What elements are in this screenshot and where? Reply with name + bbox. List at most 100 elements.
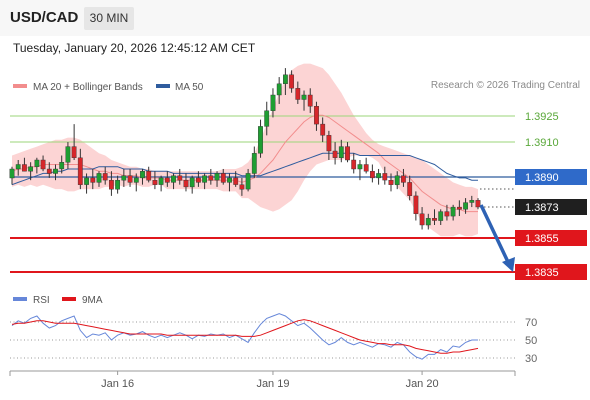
candle [457, 200, 462, 217]
candle [307, 88, 313, 113]
candle-body [450, 206, 456, 217]
chart-timestamp: Tuesday, January 20, 2026 12:45:12 AM CE… [13, 41, 256, 55]
rsi-tick-30: 30 [525, 353, 537, 365]
candle-body [289, 74, 294, 89]
x-axis: Jan 16 Jan 19 Jan 20 [9, 370, 516, 390]
candle-body [195, 177, 201, 183]
timeframe-button[interactable]: 30 MIN [84, 7, 134, 30]
candle-body [115, 179, 121, 190]
candle-body [301, 94, 307, 100]
bollinger-band-area [12, 63, 478, 237]
rsi-ma-legend-swatch [62, 297, 76, 301]
research-credit: Research © 2026 Trading Central [430, 80, 580, 91]
candle [152, 171, 158, 190]
candle-body [208, 175, 214, 181]
candle-body [283, 74, 288, 85]
candle-body [77, 157, 83, 185]
candle-body [140, 170, 145, 179]
candle-body [251, 153, 257, 174]
candle-body [177, 175, 183, 181]
candle-body [171, 175, 176, 183]
candle [22, 157, 27, 172]
candle [239, 177, 245, 196]
candle-body [15, 164, 21, 170]
candle [133, 173, 139, 192]
candle-body [394, 175, 400, 185]
candle [407, 175, 413, 201]
support-label-2: 1.3835 [525, 267, 559, 279]
candle-body [363, 164, 369, 172]
candle [276, 77, 282, 104]
candle-body [407, 182, 413, 196]
bollinger-legend-swatch [13, 84, 27, 88]
candle [438, 209, 444, 225]
candle-body [357, 164, 363, 170]
x-tick-label: Jan 16 [101, 378, 134, 390]
candle [314, 101, 319, 131]
forecast-arrow [479, 204, 515, 272]
currency-pair-title: USD/CAD [10, 9, 79, 26]
candle [227, 173, 232, 192]
candle [363, 157, 369, 174]
candle-body [345, 146, 350, 161]
candle-body [457, 206, 462, 210]
candle-body [90, 177, 96, 183]
candle [108, 171, 114, 196]
ma50-legend-label: MA 50 [175, 82, 204, 93]
candle-body [183, 179, 189, 188]
candle-body [53, 168, 58, 174]
candle-body [314, 105, 319, 125]
price-labels: 1.3925 1.3910 1.3890 1.3873 1.3855 1.383… [515, 111, 587, 280]
candle [450, 204, 456, 221]
candle [264, 101, 270, 136]
rsi-chart: 70 50 30 [10, 313, 537, 365]
candle-body [214, 173, 220, 181]
candle [401, 168, 406, 187]
candle [28, 162, 33, 181]
rsi-tick-50: 50 [525, 335, 537, 347]
x-axis-ticks: Jan 16 Jan 19 Jan 20 [101, 371, 439, 390]
ma20-line [11, 114, 478, 213]
candle [332, 142, 338, 165]
candle-body [295, 88, 301, 100]
candle [158, 175, 164, 192]
candle [351, 153, 357, 174]
candle [90, 168, 96, 190]
current-price-box [515, 199, 587, 215]
candle [326, 130, 332, 160]
ma50-line [11, 152, 478, 186]
candle [283, 68, 288, 95]
candle [394, 171, 400, 190]
candle [40, 155, 46, 172]
candle [425, 213, 431, 230]
candle-body [146, 170, 152, 181]
candle [233, 171, 239, 187]
candle-body [233, 177, 239, 185]
candle [202, 173, 207, 190]
candle [357, 160, 363, 181]
candle [9, 166, 15, 185]
candle-body [419, 213, 425, 226]
candle [127, 168, 133, 187]
candle-body [444, 211, 450, 217]
candle-body [127, 175, 133, 183]
current-price-label: 1.3873 [525, 202, 559, 214]
rsi-legend-swatch [13, 297, 27, 301]
candle-body [227, 177, 232, 183]
candle [146, 166, 152, 183]
candle-body [351, 159, 357, 170]
candle [320, 117, 326, 143]
candle-body [388, 179, 394, 185]
candle-body [34, 159, 40, 167]
candle-body [22, 164, 27, 172]
candle-body [96, 173, 102, 183]
candle [251, 146, 257, 178]
candle [15, 160, 21, 176]
ma50-legend-swatch [156, 84, 170, 88]
candle-body [326, 135, 332, 152]
candle-body [40, 159, 46, 170]
candle [295, 81, 301, 104]
candle [270, 88, 276, 118]
candle-body [220, 173, 226, 183]
candle [140, 168, 145, 185]
